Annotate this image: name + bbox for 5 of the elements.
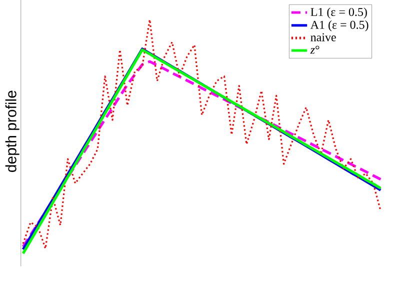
legend-label: z° [310, 46, 320, 54]
legend-label: naive [310, 33, 336, 42]
legend-label: A1 (ε = 0.5) [310, 20, 368, 32]
y-axis-title: depth profile [5, 90, 20, 172]
legend-label: L1 (ε = 0.5) [310, 8, 367, 18]
